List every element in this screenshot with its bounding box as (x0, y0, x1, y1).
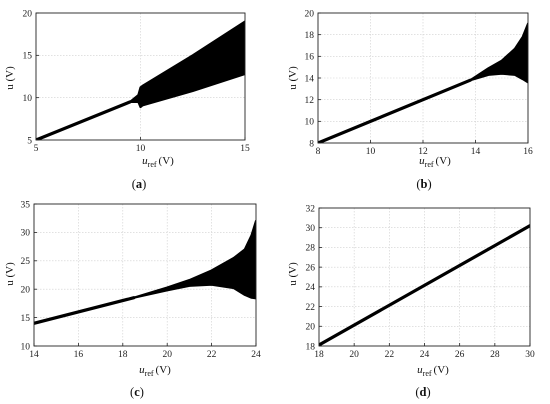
panel-b-xlabel: uref (V) (419, 155, 451, 169)
panel-b-caption: (b) (416, 177, 431, 191)
panel-a-xlabel: uref (V) (142, 155, 174, 169)
y-tick-label-c: 20 (21, 286, 31, 296)
y-tick-label-b: 16 (305, 53, 315, 63)
series-group-b (318, 22, 528, 143)
x-tick-label-d: 24 (420, 350, 430, 360)
x-tick-label-b: 14 (471, 147, 481, 157)
panel-a-ylabel: u (V) (4, 66, 16, 90)
y-tick-label-d: 24 (306, 283, 316, 293)
y-tick-label-d: 26 (306, 263, 316, 273)
oscillation-band-b (469, 22, 528, 84)
plot-frame-c (33, 203, 257, 347)
panel-d-ylabel: u (V) (287, 262, 299, 286)
y-tick-label-a: 5 (27, 136, 32, 146)
x-tick-label-a: 10 (136, 144, 146, 154)
series-line-a (36, 100, 132, 140)
x-tick-label-d: 26 (455, 350, 465, 360)
y-tick-label-b: 20 (305, 9, 315, 19)
panel-c-xlabel: uref (V) (139, 364, 171, 378)
x-tick-label-a: 5 (34, 144, 39, 154)
panel-d-xlabel: uref (V) (417, 364, 449, 378)
panel-c-ylabel: u (V) (4, 262, 16, 286)
y-tick-label-b: 12 (305, 96, 315, 106)
panel-c: u (V) uref (V) (c) (4, 262, 171, 399)
x-tick-label-c: 24 (251, 350, 261, 360)
x-tick-label-d: 28 (490, 350, 500, 360)
y-tick-label-b: 14 (305, 74, 315, 84)
x-tick-label-b: 12 (418, 147, 428, 157)
x-tick-label-d: 18 (314, 350, 324, 360)
x-tick-label-b: 10 (366, 147, 376, 157)
plot-d: 18 20 22 24 26 28 30 18 20 22 24 26 28 30 32 (306, 204, 536, 360)
x-tick-label-d: 22 (385, 350, 395, 360)
y-tick-label-d: 32 (306, 204, 316, 214)
y-tick-label-b: 18 (305, 31, 315, 41)
y-tick-label-c: 10 (21, 342, 31, 352)
x-tick-label-c: 18 (118, 350, 128, 360)
x-tick-label-c: 14 (29, 350, 39, 360)
x-tick-label-c: 16 (74, 350, 84, 360)
y-tick-label-c: 25 (21, 257, 31, 267)
plot-a: 5 10 15 5 10 15 20 (23, 9, 251, 154)
panel-d-caption: (d) (415, 385, 430, 399)
y-tick-label-a: 15 (23, 52, 33, 62)
x-tick-label-d: 20 (349, 350, 359, 360)
x-tick-label-b: 16 (523, 147, 533, 157)
oscillation-band-c (132, 219, 256, 300)
panel-c-caption: (c) (130, 385, 144, 399)
series-group-c (34, 219, 256, 325)
x-tick-label-b: 8 (316, 147, 321, 157)
series-group-a (36, 20, 245, 140)
x-tick-label-c: 22 (207, 350, 217, 360)
panel-a: u (V) uref (V) (a) (4, 66, 174, 191)
panel-b: u (V) uref (V) (b) (287, 66, 451, 191)
panel-b-ylabel: u (V) (287, 66, 299, 90)
plot-b: 8 10 12 14 16 8 10 12 14 16 18 20 (305, 9, 534, 157)
y-tick-label-b: 10 (305, 118, 315, 128)
x-tick-label-a: 15 (240, 144, 250, 154)
series-line-c (34, 296, 136, 325)
series-group-d (319, 224, 530, 346)
series-line-d (319, 224, 530, 346)
y-tick-label-d: 20 (306, 323, 316, 333)
y-tick-label-c: 15 (21, 314, 31, 324)
panel-a-caption: (a) (132, 177, 147, 191)
y-tick-label-c: 35 (21, 200, 31, 210)
y-tick-label-c: 30 (21, 229, 31, 239)
y-tick-label-a: 10 (23, 94, 33, 104)
panel-d: u (V) uref (V) (d) (287, 262, 449, 399)
x-tick-label-c: 20 (162, 350, 172, 360)
y-tick-label-d: 18 (306, 342, 316, 352)
y-tick-label-b: 8 (309, 139, 314, 149)
x-tick-label-d: 30 (525, 350, 535, 360)
y-tick-label-d: 30 (306, 224, 316, 234)
series-line-b (318, 78, 472, 143)
plot-c: 14 16 18 20 22 24 10 15 20 25 30 35 (21, 200, 262, 360)
oscillation-band-a (129, 20, 245, 109)
y-tick-label-d: 22 (306, 303, 316, 313)
y-tick-label-d: 28 (306, 244, 316, 254)
y-tick-label-a: 20 (23, 9, 33, 19)
